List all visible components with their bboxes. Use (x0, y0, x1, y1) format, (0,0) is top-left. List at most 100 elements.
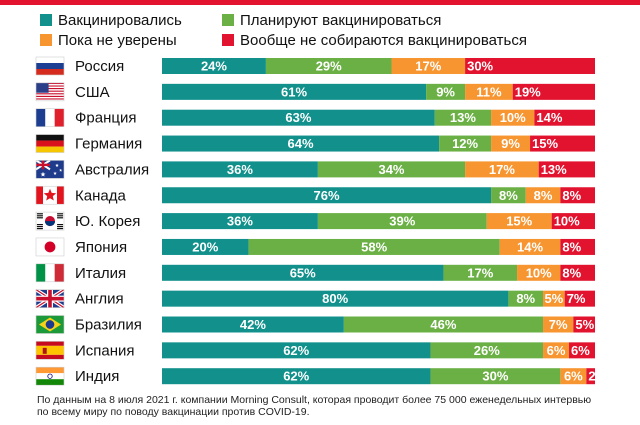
data-label-vaccinated: 65% (290, 265, 316, 280)
chart-row: Канада 76% 8% 8% 8% (35, 185, 595, 205)
data-label-refusing: 19% (515, 84, 541, 99)
flag-part (57, 226, 64, 228)
flag-border (35, 237, 65, 257)
country-label: Бразилия (75, 317, 142, 334)
bar-segment-unsure (560, 368, 587, 385)
data-label-vaccinated: 76% (314, 188, 340, 203)
data-label-planning: 34% (378, 162, 404, 177)
legend-item-vaccinated: Вакцинировались (40, 10, 182, 30)
data-label-refusing: 30% (467, 59, 493, 74)
bar-segment-planning (317, 161, 466, 178)
flag-part (36, 146, 64, 153)
chart-row: Испания 62% 26% 6% 6% (35, 341, 595, 360)
flag-border (35, 315, 65, 334)
flag-border (35, 366, 65, 386)
flag-part (36, 215, 43, 217)
flag-part (54, 108, 64, 127)
legend-swatch-refusing (222, 34, 234, 46)
data-label-refusing: 8% (562, 239, 581, 254)
data-label-vaccinated: 36% (227, 162, 253, 177)
data-label-planning: 13% (450, 110, 476, 125)
data-label-unsure: 10% (500, 110, 526, 125)
flag-part (36, 379, 64, 386)
flag-part (36, 228, 43, 230)
data-label-vaccinated: 61% (281, 84, 307, 99)
bar-segment-unsure (486, 213, 552, 230)
bar-segment-unsure (465, 83, 513, 100)
bar-segment-unsure (491, 109, 535, 126)
flag-part (36, 93, 64, 95)
data-label-unsure: 9% (501, 136, 520, 151)
flag-part (36, 224, 43, 226)
data-label-unsure: 15% (506, 214, 532, 229)
flag-part (36, 134, 64, 141)
flag-part (57, 217, 64, 219)
data-label-planning: 26% (474, 343, 500, 358)
flag-australia-icon (35, 159, 65, 179)
country-label: Англия (75, 291, 124, 308)
flag-part (36, 296, 64, 301)
data-label-vaccinated: 80% (322, 291, 348, 306)
bar-segment-planning (343, 316, 544, 333)
flag-india-icon (35, 366, 65, 386)
flag-italy-icon (35, 263, 65, 283)
country-label: Франция (75, 110, 136, 127)
flag-brazil-icon (35, 315, 65, 334)
bar-segment-refusing (560, 264, 595, 281)
flag-border (35, 134, 65, 153)
bar-segment-planning (508, 290, 544, 307)
flag-russia-icon (35, 56, 65, 76)
flag-france-icon (35, 108, 65, 127)
flag-part (36, 95, 64, 97)
bar-segment-planning (491, 187, 526, 204)
bar-segment-vaccinated (162, 368, 431, 385)
chart-row: Ю. Корея 36% 39% 15% 10% (35, 211, 595, 231)
flag-part (55, 163, 59, 167)
chart-row: Россия 24% 29% 17% 30% (35, 56, 595, 76)
bar-segment-unsure (499, 238, 561, 255)
bar-segment-planning (443, 264, 518, 281)
country-label: Германия (75, 136, 142, 153)
top-accent-bar (0, 0, 640, 5)
data-label-planning: 39% (389, 214, 415, 229)
data-label-vaccinated: 20% (192, 239, 218, 254)
flag-part (36, 85, 64, 87)
chart-row: Франция 63% 13% 10% 14% (35, 108, 595, 127)
chart-row: Англия 80% 8% 5% 7% (35, 288, 595, 310)
bar-segment-vaccinated (162, 290, 509, 307)
chart-row: Австралия 36% 34% 17% 13% (35, 159, 595, 179)
data-label-refusing: 8% (562, 188, 581, 203)
flag-part (36, 82, 64, 85)
flag-part (36, 98, 64, 100)
flag-japan-icon (35, 237, 65, 257)
flag-border (35, 263, 65, 283)
flag-part (36, 163, 50, 167)
flag-canada-icon (35, 185, 65, 205)
bar-segment-planning (248, 238, 500, 255)
legend-label-unsure: Пока не уверены (58, 31, 177, 49)
data-label-unsure: 6% (547, 343, 566, 358)
flag-border (35, 56, 65, 76)
data-label-unsure: 6% (564, 369, 583, 384)
flag-part (57, 224, 64, 226)
chart-row: США 61% 9% 11% 19% (35, 82, 595, 102)
data-label-refusing: 2% (588, 369, 607, 384)
data-label-unsure: 14% (517, 239, 543, 254)
bar-segment-refusing (564, 290, 595, 307)
bar-segment-refusing (538, 161, 595, 178)
bar-segment-refusing (560, 238, 595, 255)
data-label-planning: 8% (516, 291, 535, 306)
flag-part (59, 168, 63, 172)
bar-segment-vaccinated (162, 342, 431, 359)
data-label-vaccinated: 63% (285, 110, 311, 125)
flag-part (36, 367, 64, 374)
data-label-unsure: 7% (549, 317, 568, 332)
flag-part (36, 84, 64, 86)
flag-part (36, 69, 64, 75)
flag-spain-icon (35, 341, 65, 360)
flag-part (57, 228, 64, 230)
bar-segment-refusing (586, 368, 595, 385)
country-label: Япония (75, 239, 127, 256)
flag-part (44, 241, 56, 253)
flag-part (53, 171, 57, 175)
